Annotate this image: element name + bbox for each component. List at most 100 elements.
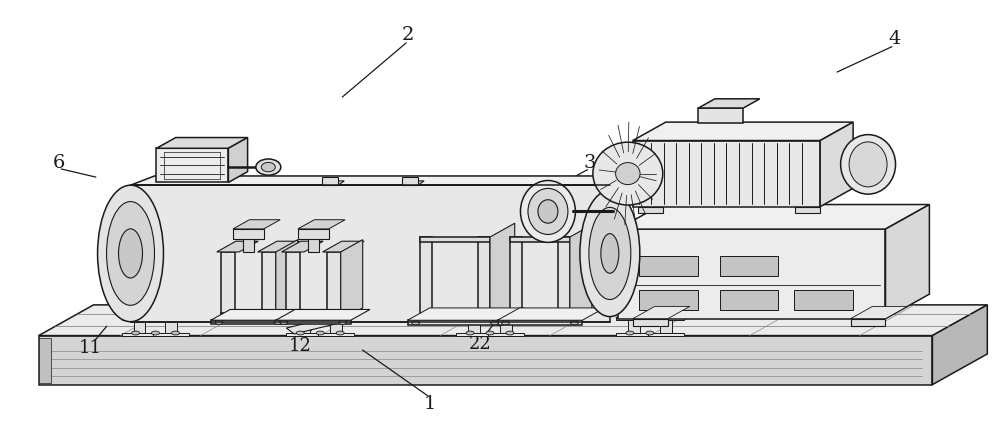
Ellipse shape	[132, 331, 140, 335]
Polygon shape	[282, 241, 323, 252]
Polygon shape	[133, 207, 262, 320]
Polygon shape	[141, 182, 281, 192]
Ellipse shape	[506, 331, 514, 335]
Ellipse shape	[601, 234, 619, 273]
Ellipse shape	[486, 331, 494, 335]
Polygon shape	[851, 319, 885, 327]
Polygon shape	[456, 302, 519, 318]
Ellipse shape	[296, 331, 304, 335]
Text: 4: 4	[888, 30, 901, 48]
Polygon shape	[153, 192, 269, 207]
Polygon shape	[298, 229, 329, 239]
Polygon shape	[633, 306, 690, 319]
Polygon shape	[327, 252, 341, 320]
Polygon shape	[241, 192, 290, 320]
Text: 22: 22	[469, 335, 491, 353]
Polygon shape	[131, 176, 634, 185]
Ellipse shape	[261, 162, 275, 172]
Polygon shape	[262, 252, 276, 320]
Polygon shape	[134, 320, 145, 333]
Polygon shape	[648, 333, 684, 336]
Polygon shape	[243, 236, 254, 252]
Polygon shape	[639, 256, 698, 276]
Polygon shape	[498, 320, 582, 325]
Polygon shape	[122, 333, 157, 336]
Polygon shape	[616, 302, 679, 318]
Polygon shape	[308, 236, 319, 252]
Polygon shape	[932, 305, 987, 385]
Polygon shape	[468, 320, 480, 333]
Polygon shape	[616, 318, 652, 320]
Polygon shape	[156, 137, 248, 148]
Polygon shape	[122, 302, 185, 318]
Ellipse shape	[528, 188, 568, 235]
Polygon shape	[570, 225, 592, 320]
Ellipse shape	[256, 159, 281, 175]
Ellipse shape	[593, 142, 663, 205]
Ellipse shape	[280, 321, 288, 324]
Polygon shape	[500, 320, 512, 333]
Text: 1: 1	[424, 395, 436, 413]
Polygon shape	[720, 290, 778, 310]
Polygon shape	[221, 313, 276, 320]
Polygon shape	[660, 320, 672, 333]
Polygon shape	[420, 315, 490, 320]
Polygon shape	[420, 237, 432, 320]
Ellipse shape	[520, 181, 575, 242]
Polygon shape	[322, 177, 338, 185]
Polygon shape	[633, 140, 820, 207]
Ellipse shape	[98, 185, 163, 322]
Polygon shape	[510, 237, 522, 320]
Ellipse shape	[626, 331, 634, 335]
Polygon shape	[211, 320, 286, 324]
Polygon shape	[298, 220, 345, 229]
Ellipse shape	[538, 200, 558, 223]
Polygon shape	[233, 229, 264, 239]
Polygon shape	[286, 313, 341, 320]
Ellipse shape	[570, 321, 578, 325]
Text: 2: 2	[402, 26, 414, 44]
Polygon shape	[638, 207, 663, 213]
Polygon shape	[39, 338, 51, 383]
Polygon shape	[165, 320, 177, 333]
Polygon shape	[488, 302, 551, 318]
Polygon shape	[510, 315, 570, 320]
Polygon shape	[258, 241, 299, 252]
Polygon shape	[648, 302, 711, 318]
Text: 3: 3	[584, 154, 596, 172]
Text: 6: 6	[52, 154, 65, 172]
Polygon shape	[616, 333, 652, 336]
Polygon shape	[618, 229, 885, 319]
Polygon shape	[286, 252, 300, 320]
Polygon shape	[322, 181, 344, 185]
Polygon shape	[633, 319, 668, 327]
Ellipse shape	[646, 331, 654, 335]
Polygon shape	[478, 237, 490, 320]
Ellipse shape	[151, 331, 159, 335]
Polygon shape	[420, 237, 490, 242]
Polygon shape	[628, 320, 640, 333]
Polygon shape	[211, 309, 305, 320]
Polygon shape	[558, 237, 570, 320]
Text: 11: 11	[79, 339, 102, 357]
Polygon shape	[153, 318, 189, 320]
Polygon shape	[488, 318, 524, 320]
Polygon shape	[286, 318, 322, 320]
Polygon shape	[633, 122, 853, 140]
Ellipse shape	[274, 321, 282, 324]
Ellipse shape	[119, 229, 142, 278]
Ellipse shape	[339, 321, 347, 324]
Polygon shape	[498, 308, 604, 320]
Polygon shape	[885, 205, 929, 319]
Ellipse shape	[336, 331, 344, 335]
Polygon shape	[228, 137, 248, 182]
Polygon shape	[490, 223, 515, 320]
Polygon shape	[720, 256, 778, 276]
Polygon shape	[221, 252, 235, 320]
Polygon shape	[851, 306, 907, 319]
Polygon shape	[254, 182, 281, 207]
Polygon shape	[39, 305, 987, 336]
Polygon shape	[276, 320, 351, 324]
Polygon shape	[456, 318, 492, 320]
Polygon shape	[402, 177, 418, 185]
